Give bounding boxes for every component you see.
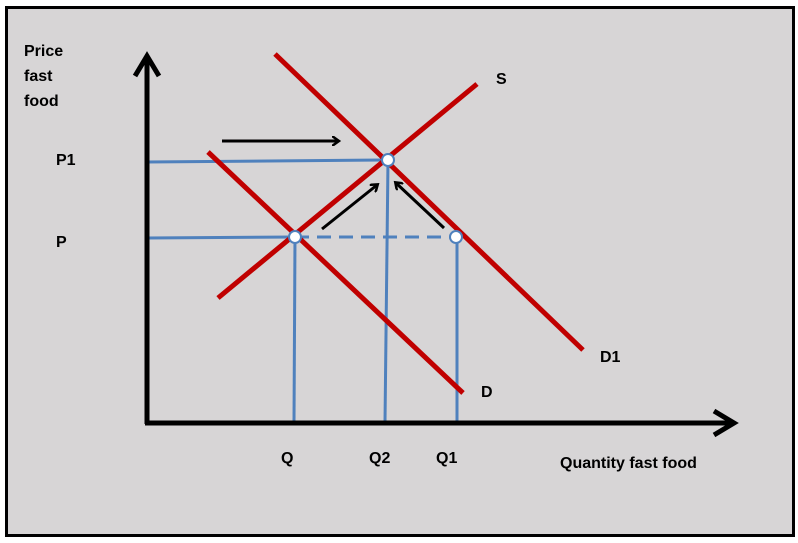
new-equilibrium-point <box>381 153 395 167</box>
q1-demand-point <box>449 230 463 244</box>
quantity-label-q: Q <box>281 450 293 467</box>
price-label-p1: P1 <box>56 152 76 169</box>
arrow-along-demand <box>396 183 446 230</box>
supply-curve-label: S <box>496 71 507 88</box>
demand-d1-label: D1 <box>600 349 621 366</box>
y-axis-label-line-2: fast <box>24 68 53 85</box>
y-axis-label-line-3: food <box>24 93 59 110</box>
p-price-guide <box>146 235 296 240</box>
price-label-p: P <box>56 234 67 251</box>
q2-quantity-guide <box>383 159 390 423</box>
quantity-label-q2: Q2 <box>369 450 390 467</box>
demand-curve-d1 <box>273 52 585 352</box>
supply-curve <box>216 82 479 300</box>
x-axis-arrowhead <box>712 408 739 438</box>
diagram-frame <box>5 6 795 537</box>
q-quantity-guide <box>292 236 297 423</box>
initial-equilibrium-point <box>288 230 302 244</box>
y-axis-label-line-1: Price <box>24 43 63 60</box>
quantity-label-q1: Q1 <box>436 450 457 467</box>
demand-curve-d <box>206 150 465 395</box>
p1-price-guide <box>146 158 389 164</box>
arrow-along-supply <box>321 185 377 231</box>
x-axis-label: Quantity fast food <box>560 455 697 472</box>
demand-d-label: D <box>481 384 493 401</box>
y-axis-arrowhead <box>132 51 162 78</box>
